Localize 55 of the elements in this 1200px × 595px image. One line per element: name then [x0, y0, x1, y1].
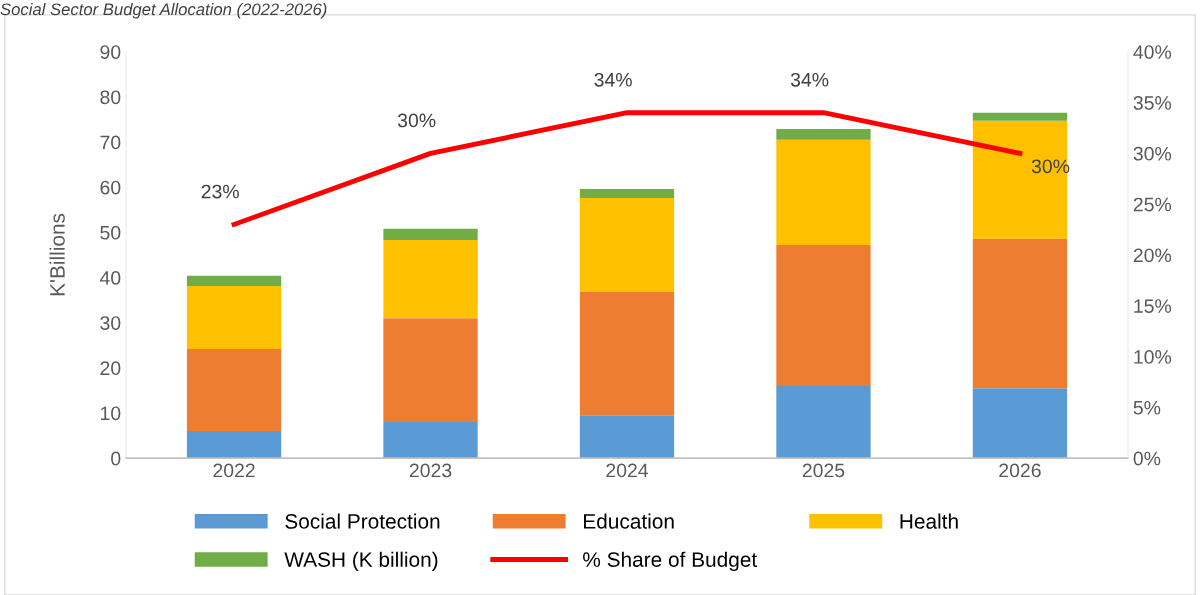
bar [776, 128, 871, 140]
x-tick-label: 2026 [999, 463, 1041, 478]
y2-tick-label: 40% [1133, 45, 1172, 59]
bar [972, 388, 1068, 459]
bar [186, 275, 282, 287]
bar [972, 238, 1068, 389]
y-tick-label: 20 [100, 361, 121, 376]
data-label: 34% [594, 72, 632, 87]
y-tick-label: 30 [100, 316, 121, 330]
y-tick-label: 40 [99, 271, 121, 285]
bar [186, 431, 282, 459]
bar [972, 112, 1068, 121]
bar [579, 415, 675, 459]
bar [383, 422, 478, 459]
data-label: 23% [201, 184, 239, 199]
y2-tick-label: 30% [1133, 146, 1172, 161]
bar [383, 240, 478, 319]
y2-tick-label: 0% [1133, 451, 1161, 466]
bar [776, 385, 871, 459]
bar [579, 198, 675, 292]
y2-tick-label: 5% [1133, 400, 1161, 415]
y2-tick-label: 10% [1134, 350, 1172, 364]
bar [579, 291, 675, 416]
bar [383, 228, 478, 241]
bar [579, 189, 675, 199]
x-tick-label: 2023 [409, 463, 452, 478]
y-axis-title: K'Billions [49, 213, 65, 296]
y2-tick-label: 15% [1134, 299, 1172, 313]
bar [776, 245, 871, 386]
y-tick-label: 80 [100, 90, 121, 105]
y2-tick-label: 20% [1133, 248, 1172, 263]
bar [776, 139, 871, 246]
legend-label: Health [900, 513, 958, 529]
legend-label: % Share of Budget [583, 551, 758, 572]
y-tick-label: 70 [100, 135, 121, 150]
x-tick-label: 2025 [802, 463, 845, 478]
y2-tick-label: 35% [1133, 96, 1172, 110]
y-tick-label: 60 [100, 180, 121, 195]
y-tick-label: 90 [100, 45, 121, 59]
legend-label: WASH (K billion) [284, 551, 438, 572]
legend-label: Education [584, 513, 674, 529]
x-tick-label: 2022 [213, 463, 255, 478]
bar [186, 286, 282, 349]
y-tick-label: 0 [111, 451, 121, 466]
data-label: 30% [397, 113, 436, 128]
y-tick-label: 50 [100, 225, 121, 240]
y2-tick-label: 25% [1133, 197, 1172, 212]
data-label: 34% [790, 72, 829, 87]
legend-label: Social Protection [285, 513, 440, 529]
bar [383, 318, 478, 423]
bar [972, 120, 1068, 239]
bar [186, 348, 282, 432]
y-tick-label: 10 [101, 406, 121, 421]
x-tick-label: 2024 [606, 463, 649, 478]
chart-title: Social Sector Budget Allocation (2022-2026) [0, 2, 327, 19]
